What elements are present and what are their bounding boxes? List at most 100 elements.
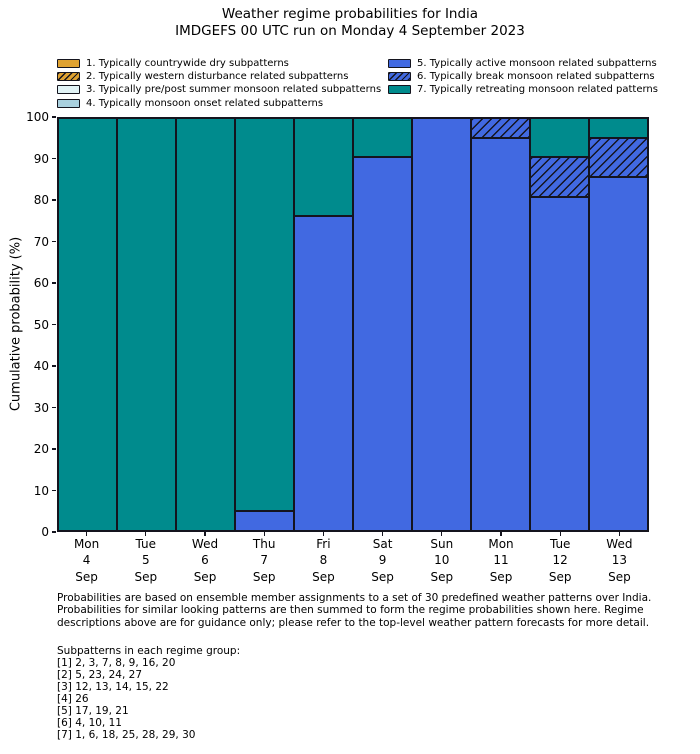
x-tick-mark [559, 532, 561, 536]
bar-segment-regime-7 [58, 118, 117, 531]
x-tick-label: Wed 6 Sep [175, 536, 235, 585]
bar-Tue-12-Sep [530, 118, 589, 531]
legend-item-label: 7. Typically retreating monsoon related … [417, 84, 658, 96]
subpattern-line: [1] 2, 3, 7, 8, 9, 16, 20 [57, 657, 176, 670]
legend-item-regime-5: 5. Typically active monsoon related subp… [388, 57, 658, 70]
legend-swatch-regime-1-icon [57, 59, 80, 69]
y-tick-mark [52, 157, 56, 160]
subpattern-line: [5] 17, 19, 21 [57, 705, 129, 718]
y-tick-mark [52, 406, 56, 409]
bar-Mon-4-Sep [58, 118, 117, 531]
x-tick-label-line: Sat [372, 537, 393, 551]
y-tick-label: 30 [33, 400, 49, 415]
bar-Mon-11-Sep [471, 118, 530, 531]
bar-Wed-13-Sep [589, 118, 648, 531]
x-tick-mark [86, 532, 88, 536]
x-tick-label-line: Sep [371, 569, 394, 584]
legend-swatch-regime-7-icon [388, 85, 411, 95]
x-tick-label-line: Tue [135, 537, 157, 551]
legend-swatch-regime-5-icon [388, 59, 411, 69]
bar-Fri-8-Sep [294, 118, 353, 531]
legend-item-regime-3: 3. Typically pre/post summer monsoon rel… [57, 83, 381, 96]
y-tick-mark [52, 323, 56, 326]
bar-segment-regime-7 [294, 118, 353, 217]
legend-item-label: 1. Typically countrywide dry subpatterns [86, 58, 289, 70]
x-tick-mark [145, 532, 147, 536]
subpattern-heading: Subpatterns in each regime group: [57, 645, 241, 657]
plot-area [57, 117, 649, 532]
y-tick-mark [52, 199, 56, 201]
x-tick-label-line: Sep [75, 569, 98, 584]
x-tick-mark [322, 532, 324, 536]
x-tick-label-line: 6 [201, 553, 209, 568]
bar-segment-regime-7 [117, 118, 176, 531]
bar-segment-regime-5 [353, 157, 412, 531]
legend-item-regime-4: 4. Typically monsoon onset related subpa… [57, 97, 381, 110]
footer-line: Probabilities are based on ensemble memb… [57, 592, 652, 604]
x-tick-label-line: Sep [193, 569, 217, 584]
legend-item-regime-7: 7. Typically retreating monsoon related … [388, 83, 658, 96]
legend-swatch-regime-6-icon [388, 72, 411, 82]
y-tick-mark [52, 531, 56, 533]
bar-segment-regime-6 [530, 157, 589, 197]
bar-segment-regime-5 [294, 216, 353, 531]
bar-Sun-10-Sep [412, 118, 471, 531]
x-tick-label-line: 11 [493, 553, 509, 568]
bar-Wed-6-Sep [176, 118, 235, 531]
x-tick-label-line: 12 [552, 553, 568, 568]
y-tick-label: 0 [41, 525, 49, 539]
x-tick-label-line: Wed [606, 537, 633, 551]
footer-line: Probabilities for similar looking patter… [57, 604, 644, 617]
x-tick-label: Mon 11 Sep [471, 536, 531, 585]
y-tick-mark [52, 489, 56, 492]
x-tick-label-line: 10 [434, 553, 450, 568]
x-tick-label-line: Sep [312, 569, 335, 584]
chart-title: Weather regime probabilities for India [221, 6, 479, 22]
bar-Thu-7-Sep [235, 118, 294, 531]
bar-segment-regime-5 [530, 196, 589, 531]
x-tick-label-line: 13 [611, 553, 628, 568]
bar-segment-regime-7 [530, 118, 589, 158]
x-tick-label-line: Sep [252, 569, 276, 584]
x-tick-label: Sun 10 Sep [412, 536, 472, 585]
legend-column-left: 1. Typically countrywide dry subpatterns… [57, 57, 381, 110]
legend-item-label: 5. Typically active monsoon related subp… [417, 58, 657, 70]
bar-segment-regime-5 [412, 118, 471, 531]
x-tick-label: Mon 4 Sep [57, 536, 117, 585]
x-tick-label-line: 8 [319, 553, 328, 568]
bar-segment-regime-6 [471, 118, 530, 138]
x-tick-label-line: Tue [549, 537, 571, 551]
x-tick-mark [618, 532, 620, 536]
legend-swatch-regime-3-icon [57, 85, 80, 95]
subpattern-line: [2] 5, 23, 24, 27 [57, 669, 142, 682]
y-tick-label: 100 [26, 110, 49, 124]
subpattern-line: [7] 1, 6, 18, 25, 28, 29, 30 [57, 729, 196, 742]
x-tick-label: Sat 9 Sep [353, 536, 413, 585]
subpattern-line: [3] 12, 13, 14, 15, 22 [57, 681, 169, 694]
x-tick-label-line: Sep [548, 569, 572, 584]
x-tick-label-line: Mon [73, 537, 100, 551]
x-tick-label-line: Wed [191, 537, 219, 551]
x-tick-label: Tue 5 Sep [116, 536, 176, 585]
bar-segment-regime-5 [235, 511, 294, 531]
y-tick-label: 60 [33, 276, 49, 290]
legend-item-label: 4. Typically monsoon onset related subpa… [86, 97, 324, 109]
legend-item-regime-6: 6. Typically break monsoon related subpa… [388, 70, 658, 83]
x-tick-label-line: Sep [489, 569, 513, 584]
x-tick-label-line: 9 [378, 553, 387, 568]
chart-subtitle: IMDGEFS 00 UTC run on Monday 4 September… [175, 23, 525, 39]
footer-line: descriptions above are for guidance only… [57, 616, 650, 629]
bar-segment-regime-7 [176, 118, 235, 531]
x-tick-label-line: 7 [260, 553, 268, 568]
x-tick-label-line: Fri [316, 537, 331, 551]
x-tick-label: Fri 8 Sep [293, 536, 353, 585]
y-tick-label: 70 [33, 234, 49, 249]
y-tick-mark [52, 240, 56, 243]
x-tick-mark [500, 532, 502, 536]
subpattern-line: [4] 26 [57, 693, 89, 706]
x-tick-label-line: Sep [430, 569, 454, 584]
legend-swatch-regime-4-icon [57, 98, 80, 108]
bar-segment-regime-6 [589, 137, 648, 178]
x-tick-label-line: Sun [430, 537, 454, 551]
legend-item-regime-2: 2. Typically western disturbance related… [57, 70, 381, 83]
